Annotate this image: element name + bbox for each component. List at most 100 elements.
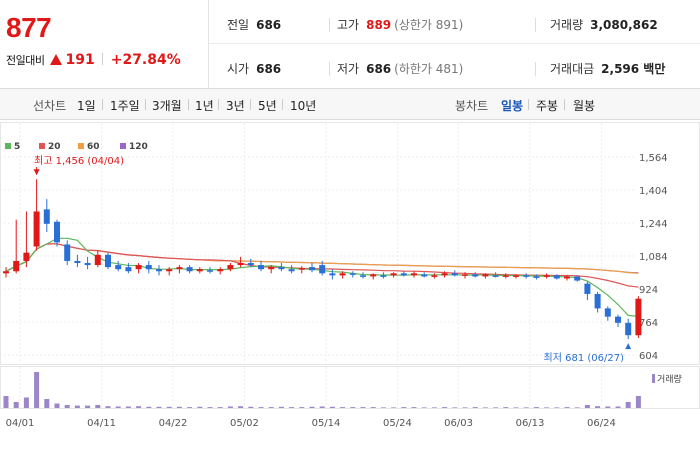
volume-bar [319, 406, 325, 408]
volume-plot-frame [0, 366, 700, 409]
divider [102, 99, 103, 110]
volume-bar [584, 405, 590, 408]
ma5-line [5, 237, 639, 317]
range-3y-button[interactable]: 3년 [226, 99, 245, 113]
trade-amount: 거래대금 2,596 백만 [550, 60, 665, 77]
range-1w-button[interactable]: 1주일 [110, 99, 140, 113]
candle-body [482, 274, 489, 277]
candle-body [339, 273, 346, 276]
line-chart-label: 선차트 [33, 99, 67, 113]
candle-body [176, 267, 183, 270]
monthly-candle-tab[interactable]: 월봉 [573, 99, 596, 113]
candle-body [380, 275, 387, 277]
candle-body [105, 254, 111, 268]
prev-close-label: 전일 [227, 18, 250, 32]
candle-body [145, 265, 152, 270]
candle-body [502, 275, 509, 277]
upper-limit: (상한가 891) [394, 18, 464, 32]
open-value: 686 [256, 62, 282, 76]
volume-value: 3,080,862 [590, 18, 658, 32]
x-tick-label: 05/14 [312, 418, 341, 429]
candle-body [74, 260, 81, 264]
range-5y-button[interactable]: 5년 [258, 99, 277, 113]
prev-close-value: 686 [256, 18, 282, 32]
candle-body [33, 211, 40, 247]
candle-body [23, 252, 30, 261]
candle-body [360, 275, 366, 277]
candle-body [207, 270, 213, 272]
candle-body [390, 273, 397, 276]
range-1y-button[interactable]: 1년 [195, 99, 214, 113]
y-tick-label: 1,084 [639, 252, 668, 263]
legend-label: 5 [14, 142, 20, 152]
volume-bar [605, 406, 611, 408]
volume-bar [44, 399, 50, 408]
candle-body [329, 273, 336, 276]
volume-bar [625, 402, 631, 408]
candle-body [564, 276, 570, 279]
candle-body [441, 273, 448, 276]
volume-bar [238, 406, 244, 408]
high-label: 고가 [337, 18, 360, 32]
weekly-candle-tab[interactable]: 주봉 [536, 99, 559, 113]
divider [250, 99, 251, 110]
candle-body [543, 275, 550, 277]
range-10y-button[interactable]: 10년 [290, 99, 317, 113]
volume-bar [95, 405, 101, 408]
range-1d-button[interactable]: 1일 [77, 99, 96, 113]
x-tick-label: 06/13 [516, 418, 545, 429]
lower-limit: (하한가 481) [394, 62, 464, 76]
volume-bar [635, 396, 641, 408]
low-label: 저가 [337, 62, 360, 76]
range-3m-button[interactable]: 3개월 [152, 99, 182, 113]
volume-bar [299, 407, 305, 408]
candle-body [574, 276, 581, 281]
volume-bar [258, 407, 264, 408]
volume-bar [503, 407, 509, 408]
daily-candle-tab[interactable]: 일봉 [501, 99, 524, 113]
volume-bar [462, 407, 468, 408]
x-tick-label: 06/24 [587, 418, 616, 429]
candle-body [237, 263, 244, 266]
volume-bar [227, 406, 233, 408]
amount-value: 2,596 백만 [601, 62, 666, 76]
divider [535, 62, 536, 76]
volume: 거래량 3,080,862 [550, 16, 658, 33]
volume-bar [442, 407, 448, 408]
volume-bar [411, 407, 417, 408]
volume-bar [115, 406, 121, 408]
candle-body [268, 267, 275, 270]
volume-bar [156, 406, 162, 408]
volume-bar [34, 372, 40, 408]
current-price: 877 [6, 12, 52, 43]
change-row: 전일대비 191 +27.84% [6, 52, 181, 68]
candle-body [635, 298, 642, 336]
volume-bar [289, 407, 295, 408]
legend-label: 120 [129, 142, 148, 152]
volume-bar [136, 406, 142, 408]
candle-body [533, 276, 540, 278]
x-tick-label: 04/22 [159, 418, 188, 429]
volume-bar [74, 405, 80, 408]
volume-legend-swatch [652, 374, 655, 383]
legend-swatch [78, 143, 84, 149]
low-value: 686 [366, 62, 392, 76]
candle-body [625, 322, 632, 336]
amount-label: 거래대금 [550, 62, 595, 76]
candle-body [156, 269, 162, 272]
volume-bar [615, 406, 621, 408]
candle-body [217, 269, 224, 272]
volume-bar [329, 406, 335, 408]
candle-body [400, 273, 407, 276]
volume-bar [268, 407, 274, 408]
candle-body [492, 275, 499, 277]
candle-body [54, 221, 60, 243]
candle-body [411, 273, 417, 276]
volume-bar [523, 407, 529, 408]
volume-bar [3, 396, 9, 408]
y-tick-label: 1,404 [639, 186, 668, 197]
volume-bar [85, 405, 91, 408]
candle-body [125, 267, 132, 272]
legend-swatch [5, 143, 11, 149]
volume-bar [452, 407, 458, 408]
